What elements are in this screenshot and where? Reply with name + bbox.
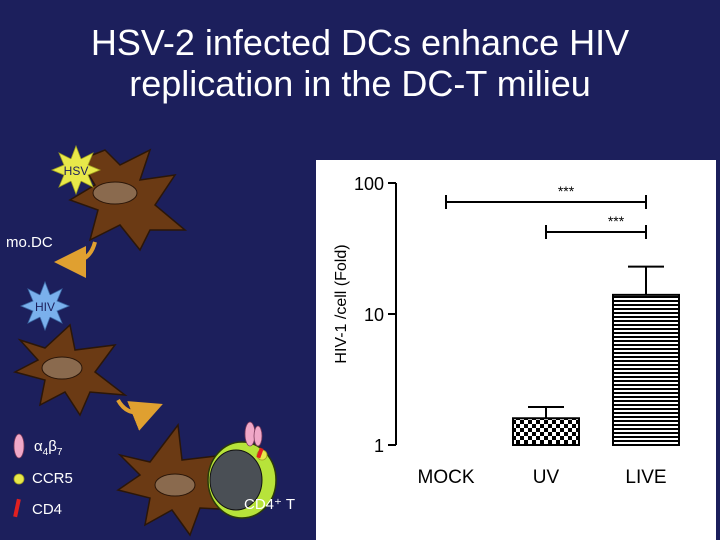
legend-cd4: CD4 <box>32 501 63 518</box>
ccr5-receptor-icon <box>13 473 25 485</box>
x-tick-label: MOCK <box>418 467 475 488</box>
dendritic-cell-top <box>68 148 188 252</box>
hiv-virus-icon: HIV <box>19 280 71 332</box>
dendritic-cell-bottom <box>116 423 243 537</box>
bar <box>512 417 580 447</box>
arrow-icon <box>54 241 97 278</box>
chart-panel: 1 10 100 HIV-1 /cell (Fold) MOCK UV LIVE *** *** <box>316 160 716 540</box>
x-tick-label: LIVE <box>625 467 666 488</box>
nucleus-icon <box>154 473 196 497</box>
legend-ccr5: CCR5 <box>32 470 73 487</box>
y-tick-label: 100 <box>354 174 384 194</box>
bar <box>612 293 680 446</box>
modc-label: mo.DC <box>6 234 53 251</box>
bar-chart: 1 10 100 HIV-1 /cell (Fold) MOCK UV LIVE *** *** <box>333 174 680 488</box>
hsv-virus-icon: HSV <box>50 144 102 196</box>
x-tick-label: UV <box>533 467 560 488</box>
arrow-icon <box>116 398 163 431</box>
cd4-t-cell-icon <box>207 421 277 519</box>
hsv-label: HSV <box>64 164 89 178</box>
legend-alpha4beta7: α4β7 <box>34 438 63 458</box>
nucleus-icon <box>41 356 83 380</box>
nucleus-icon <box>92 181 138 205</box>
y-axis-label: HIV-1 /cell (Fold) <box>333 244 350 363</box>
y-tick-label: 1 <box>374 436 384 456</box>
title-line-1: HSV-2 infected DCs enhance HIV <box>90 22 630 63</box>
cd4t-label: CD4⁺ T <box>244 496 295 513</box>
title-line-2: replication in the DC-T milieu <box>129 63 591 104</box>
hiv-label: HIV <box>35 300 55 314</box>
significance-label: *** <box>608 213 625 229</box>
dendritic-cell-middle <box>12 323 128 417</box>
significance-label: *** <box>558 183 575 199</box>
alpha4beta7-receptor-icon <box>13 433 25 459</box>
slide-title: HSV-2 infected DCs enhance HIV replicati… <box>0 22 720 104</box>
cd4-receptor-icon <box>13 498 21 518</box>
cell-diagram: HSV HIV <box>12 144 277 537</box>
y-tick-label: 10 <box>364 305 384 325</box>
